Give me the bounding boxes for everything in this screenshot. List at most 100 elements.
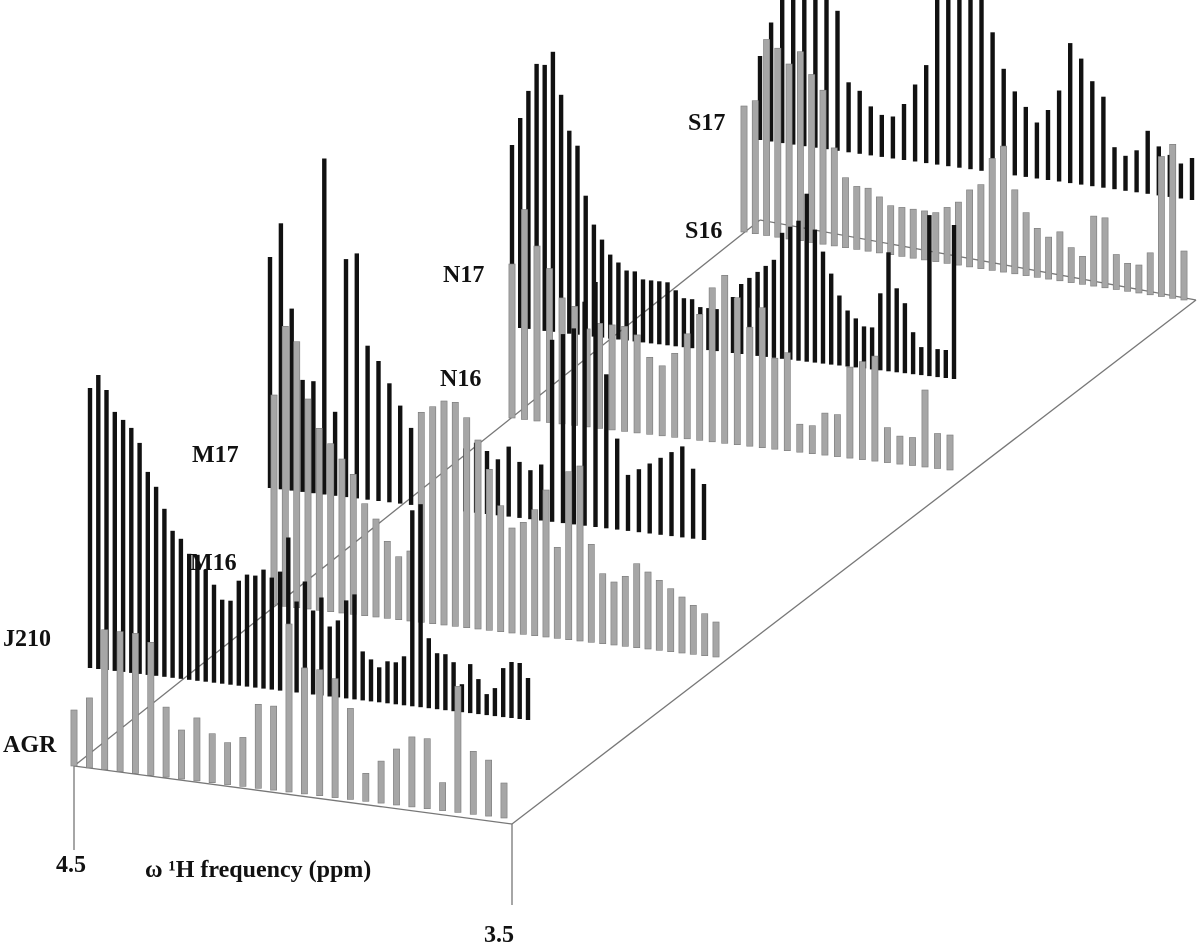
bar-j210-49 [492,688,498,717]
series-n16 [508,209,954,471]
bar-n17-12 [608,254,613,339]
bar-s17-20 [979,0,984,171]
bar-agr-25 [454,686,462,813]
bar-m16-14 [429,406,437,625]
bar-j210-4 [120,419,126,672]
bar-j210-46 [468,664,473,714]
bar-n17-5 [550,51,556,332]
bar-n16-11 [646,356,654,435]
bar-j210-16 [220,599,225,684]
bar-s16-10 [853,186,861,250]
bar-n17-28 [739,284,744,354]
bar-s16-39 [1180,250,1188,301]
bar-n17-46 [886,252,891,372]
bar-agr-16 [316,669,324,797]
bar-m16-29 [599,573,607,645]
bar-agr-24 [439,782,446,811]
bar-j210-6 [137,442,142,674]
x-tick-label-start: 4.5 [56,852,86,878]
bar-s17-15 [924,65,929,164]
bar-n17-38 [820,251,826,364]
bar-m16-5 [327,443,335,613]
bar-j210-21 [261,569,266,689]
bar-agr-12 [254,703,262,789]
bar-s16-24 [1011,189,1019,275]
bar-agr-7 [178,729,185,780]
bar-agr-26 [469,750,477,815]
bar-n16-34 [934,433,941,469]
series-label-n16: N16 [440,366,481,392]
bar-j210-10 [170,530,175,678]
series-label-j210: J210 [3,626,51,652]
bar-n17-49 [910,332,916,375]
bar-s16-38 [1169,144,1177,299]
bar-s17-5 [813,0,818,148]
bar-m17-21 [495,459,501,516]
bar-s16-6 [808,74,816,243]
bar-n17-20 [673,290,678,347]
bar-s16-19 [954,201,962,266]
bar-m17-25 [539,464,544,521]
bar-m16-27 [576,465,584,642]
bar-s16-20 [966,189,973,268]
bar-j210-41 [426,638,431,709]
bar-m16-4 [315,427,323,611]
bar-agr-8 [193,717,201,782]
bar-m17-26 [549,339,555,522]
bar-j210-38 [401,656,407,706]
bar-n17-43 [861,326,867,369]
bar-j210-28 [319,597,324,696]
bar-j210-5 [129,427,134,673]
bar-j210-9 [162,508,167,677]
bar-n16-8 [608,324,616,431]
bar-s16-14 [898,207,906,257]
bar-n17-34 [788,226,793,360]
bar-agr-9 [208,733,216,784]
bar-agr-19 [362,772,370,802]
bar-m16-33 [644,571,652,650]
bar-n16-33 [921,389,929,468]
bar-s17-28 [1068,43,1073,184]
bar-m17-4 [311,381,316,494]
bar-s16-5 [796,51,804,242]
bar-n16-29 [871,355,879,462]
bar-j210-24 [286,537,291,692]
bar-m17-37 [669,452,674,537]
bar-s16-0 [740,105,748,233]
bar-s17-30 [1090,81,1095,187]
bar-agr-18 [346,708,354,800]
bar-n17-27 [730,297,736,353]
bar-s17-12 [890,116,896,159]
bar-m16-20 [497,505,505,633]
bar-n16-20 [758,307,766,449]
bar-n16-16 [708,287,716,443]
bar-agr-20 [377,760,385,804]
bar-m17-5 [322,158,327,495]
bar-n17-30 [755,271,760,356]
bar-agr-14 [285,623,293,793]
bar-s16-21 [977,184,985,269]
bar-n16-26 [833,414,841,457]
bar-m16-24 [542,489,550,638]
bar-agr-28 [500,782,508,819]
bar-s16-23 [1000,145,1007,273]
bar-s16-13 [887,205,895,255]
bar-j210-17 [228,600,233,685]
bar-s17-18 [957,0,962,168]
bar-j210-40 [418,504,423,708]
bar-n16-10 [633,334,641,434]
bar-m17-13 [408,427,414,505]
bar-n16-21 [771,357,779,450]
bar-j210-8 [153,486,159,676]
bar-s17-4 [802,0,807,147]
bar-n17-42 [853,318,858,368]
bar-m16-7 [349,473,357,615]
bar-m17-23 [517,461,522,518]
bar-n17-18 [657,281,662,345]
bar-m16-36 [678,596,686,654]
bar-agr-21 [393,748,400,806]
bar-m16-8 [361,503,369,617]
bar-m17-1 [278,223,284,490]
bar-j210-39 [410,510,415,707]
bar-j210-51 [509,662,514,718]
